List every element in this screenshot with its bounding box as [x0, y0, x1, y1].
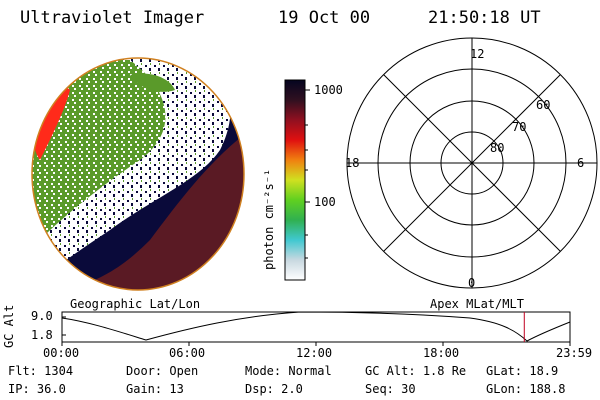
- lat-label-60: 60: [536, 98, 551, 112]
- geographic-caption: Geographic Lat/Lon: [70, 297, 201, 311]
- gain-readout: Gain: 13: [126, 382, 184, 396]
- flt-readout: Flt: 1304: [8, 364, 74, 378]
- altitude-curve: [61, 311, 571, 342]
- colorbar-label-100: 100: [314, 195, 336, 209]
- glon-readout: GLon: 188.8: [486, 382, 566, 396]
- lat-label-70: 70: [512, 120, 527, 134]
- xtick-1800: 18:00: [423, 346, 460, 360]
- door-readout: Door: Open: [126, 364, 199, 378]
- apex-caption: Apex MLat/MLT: [430, 297, 524, 311]
- mode-readout: Mode: Normal: [245, 364, 332, 378]
- xtick-0600: 06:00: [169, 346, 206, 360]
- observation-date: 19 Oct 00: [278, 8, 371, 28]
- seq-readout: Seq: 30: [365, 382, 416, 396]
- mlt-label-12: 12: [470, 47, 485, 61]
- colorbar-label-1000: 1000: [314, 83, 343, 97]
- color-bar: [284, 79, 306, 281]
- dsp-readout: Dsp: 2.0: [245, 382, 303, 396]
- earth-limb: [31, 57, 245, 291]
- mlt-label-0: 0: [468, 276, 476, 290]
- mlt-label-18: 18: [345, 156, 360, 170]
- lat-label-80: 80: [490, 141, 505, 155]
- colorbar-unit-label: photon cm⁻²s⁻¹: [262, 168, 276, 270]
- xtick-0000: 00:00: [43, 346, 80, 360]
- altitude-ytick-1-8: 1.8: [31, 328, 53, 342]
- observation-time: 21:50:18 UT: [428, 8, 541, 28]
- xtick-1200: 12:00: [296, 346, 333, 360]
- xtick-2359: 23:59: [556, 346, 593, 360]
- polar-grid: [346, 37, 598, 289]
- ip-readout: IP: 36.0: [8, 382, 66, 396]
- glat-readout: GLat: 18.9: [486, 364, 559, 378]
- instrument-title: Ultraviolet Imager: [20, 8, 205, 28]
- altitude-ylabel: GC Alt: [2, 304, 16, 348]
- gc-alt-readout: GC Alt: 1.8 Re: [365, 364, 467, 378]
- altitude-ytick-9: 9.0: [31, 309, 53, 323]
- mlt-label-6: 6: [577, 156, 585, 170]
